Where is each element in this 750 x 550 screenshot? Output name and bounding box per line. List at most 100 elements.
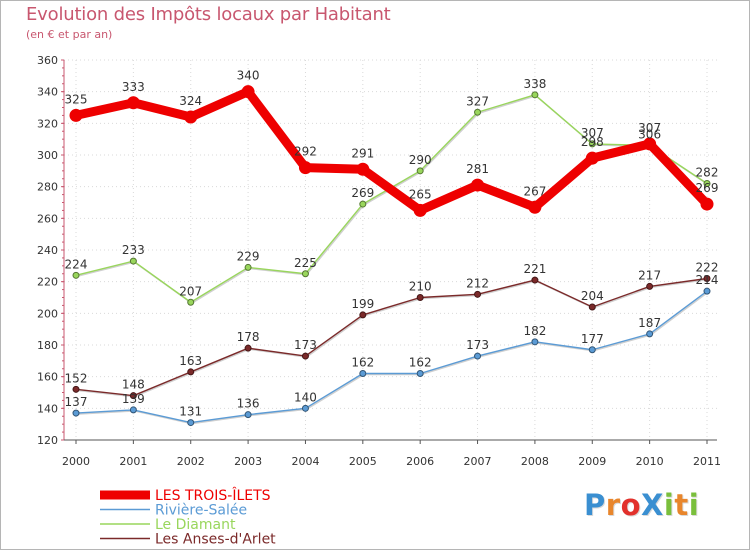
data-point [126,96,140,110]
data-point [646,330,654,338]
data-label: 269 [696,181,719,195]
series-line [71,87,712,215]
data-point [416,167,424,175]
data-label: 333 [122,80,145,94]
data-label: 204 [581,289,604,303]
data-point [244,344,252,352]
data-point [416,294,424,301]
data-point [471,178,485,192]
y-tick-label: 200 [37,307,58,320]
data-label: 327 [466,94,489,108]
x-tick-label: 2002 [177,455,205,468]
y-tick-label: 240 [37,244,58,257]
data-point [187,368,195,376]
data-label: 173 [294,338,317,352]
data-point [531,91,539,99]
data-label: 225 [294,256,317,270]
data-label: 281 [466,162,489,176]
data-label: 217 [638,268,661,282]
data-label: 182 [523,324,546,338]
logo-letter: X [641,488,664,522]
data-point [129,257,137,265]
x-tick-label: 2005 [349,455,377,468]
data-point [474,290,482,298]
data-label: 265 [409,187,432,201]
data-point [301,270,309,278]
data-point [244,263,252,271]
x-tick-label: 2007 [464,455,492,468]
y-tick-label: 120 [37,434,58,447]
data-point [531,276,539,284]
data-label: 152 [65,371,88,385]
y-tick-label: 340 [37,86,58,99]
data-label: 292 [294,145,317,159]
chart-title: Evolution des Impôts locaux par Habitant [26,4,391,25]
data-label: 140 [294,390,317,404]
data-label: 148 [122,378,145,392]
x-tick-label: 2003 [234,455,262,468]
data-point [528,200,542,214]
data-point [359,200,367,208]
x-tick-label: 2010 [636,455,664,468]
data-label: 162 [351,356,374,370]
axes: 120 140 160 180 200 220 240 260 280 300 320 340 360 2… [37,54,721,468]
data-point [700,197,714,211]
data-label: 222 [696,261,719,275]
logo-letter: o [620,488,642,522]
data-labels: 137 139 131 136 140 162 162 173 182 177 187 214 152 1… [65,69,719,419]
data-point [187,419,195,427]
data-label: 269 [351,186,374,200]
data-label: 307 [581,126,604,140]
legend-label: Le Diamant [155,517,236,533]
data-point [588,140,596,148]
logo-letter: r [605,488,621,522]
data-label: 221 [523,262,546,276]
proxiti-logo: ProXiti [584,488,699,522]
data-point [474,352,482,360]
data-label: 229 [237,249,260,263]
data-label: 178 [237,330,260,344]
data-point [474,108,482,116]
data-label: 162 [409,356,432,370]
data-point [129,392,137,400]
data-label: 290 [409,153,432,167]
data-point [301,352,309,360]
x-tick-label: 2001 [119,455,147,468]
data-point [72,385,80,393]
data-label: 267 [523,184,546,198]
y-tick-label: 160 [37,371,58,384]
y-tick-label: 300 [37,149,58,162]
legend-label: Rivière-Salée [155,503,247,519]
data-label: 291 [351,146,374,160]
series-line [75,94,708,303]
x-tick-label: 2000 [62,455,90,468]
data-label: 338 [523,77,546,91]
data-label: 307 [638,121,661,135]
x-tick-label: 2008 [521,455,549,468]
x-tick-label: 2011 [693,455,721,468]
legend-label: LES TROIS-ÎLETS [155,486,271,504]
series-shadow [76,94,709,305]
x-tick-label: 2009 [578,455,606,468]
data-label: 177 [581,332,604,346]
data-point [703,180,711,187]
data-point [298,161,312,175]
data-point [241,85,255,99]
data-point [301,404,309,412]
x-tick-label: 2004 [291,455,319,468]
data-point [244,411,252,419]
data-label: 163 [179,354,202,368]
data-label: 187 [638,316,661,330]
data-point [184,110,198,124]
data-point [356,162,370,176]
data-label: 324 [179,94,202,108]
series-shadow [76,291,709,425]
data-label: 139 [122,392,145,406]
series-shadow [76,278,709,398]
data-label: 173 [466,338,489,352]
series-line [75,277,708,397]
data-point [588,346,596,354]
data-label: 340 [237,69,260,83]
data-label: 207 [179,284,202,298]
data-label: 282 [696,166,719,180]
